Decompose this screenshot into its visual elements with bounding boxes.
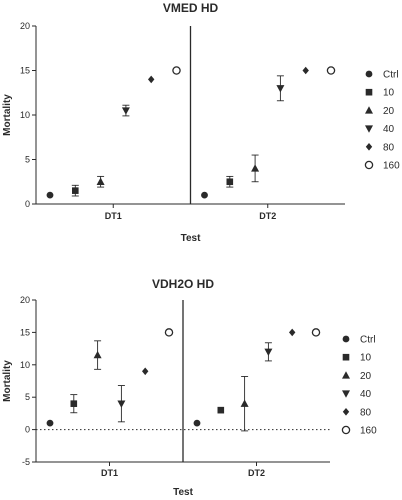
x-axis-label: Test <box>173 487 193 498</box>
legend-label-20: 20 <box>383 106 395 117</box>
data-point-160-dt1 <box>164 328 174 337</box>
data-point-10-dt2 <box>217 406 225 414</box>
data-point-40-dt2 <box>276 85 285 93</box>
legend-marker-160 <box>341 425 351 435</box>
data-point-80-dt2 <box>289 328 296 337</box>
data-point-ctrl-dt2 <box>201 191 208 199</box>
chart-title: VDH2O HD <box>152 277 214 291</box>
y-tick-label: 0 <box>25 199 30 209</box>
y-tick-label: 10 <box>20 360 30 370</box>
legend-label-10: 10 <box>383 88 395 99</box>
legend-label-80: 80 <box>383 142 395 153</box>
legend-marker-80 <box>365 143 373 151</box>
data-point-ctrl-dt1 <box>46 419 54 427</box>
legend-label-80: 80 <box>360 407 372 418</box>
data-point-160-dt1 <box>172 66 181 75</box>
chart-panel-vdh2o-hd: VDH2O HD -5 0 5 10 15 20 Mortality DT1 DT2 Test Ctr… <box>2 277 377 498</box>
legend-label-160: 160 <box>360 426 377 437</box>
data-point-80-dt2 <box>302 66 309 75</box>
data-point-10-dt1 <box>70 400 78 407</box>
legend-marker-10 <box>365 88 373 96</box>
data-point-80-dt1 <box>148 75 155 84</box>
data-point-20-dt2 <box>240 399 249 407</box>
legend-marker-160 <box>364 160 374 170</box>
chart-title: VMED HD <box>163 1 219 15</box>
legend-label-10: 10 <box>360 353 372 364</box>
legend-label-ctrl: Ctrl <box>360 335 376 346</box>
data-point-40-dt1 <box>121 107 130 115</box>
data-point-160-dt2 <box>326 66 336 75</box>
y-tick-label: 5 <box>25 155 30 165</box>
y-tick-label: 10 <box>20 110 30 120</box>
legend-marker-80 <box>342 408 350 416</box>
y-tick-label: 20 <box>20 21 30 31</box>
data-point-ctrl-dt2 <box>193 419 201 427</box>
data-point-20-dt2 <box>251 164 260 172</box>
y-tick-label: -5 <box>22 457 30 467</box>
legend-label-160: 160 <box>383 161 400 172</box>
legend-marker-ctrl <box>342 335 350 343</box>
data-point-20-dt1 <box>93 350 102 359</box>
y-tick-label: 20 <box>20 295 30 305</box>
y-axis-label: Mortality <box>2 94 13 136</box>
y-axis-label: Mortality <box>2 360 13 402</box>
y-tick-label: 15 <box>20 327 30 337</box>
x-tick-label-dt2: DT2 <box>259 211 276 221</box>
legend-label-20: 20 <box>360 371 372 382</box>
legend-marker-20 <box>365 106 373 114</box>
data-point-40-dt2 <box>264 348 273 357</box>
legend-marker-10 <box>342 353 350 361</box>
data-point-ctrl-dt1 <box>46 191 54 199</box>
data-point-160-dt2 <box>311 328 321 337</box>
data-point-40-dt1 <box>117 400 126 408</box>
y-tick-label: 5 <box>25 392 30 402</box>
data-point-20-dt1 <box>96 177 105 185</box>
y-tick-label: 0 <box>25 425 30 435</box>
x-tick-label-dt1: DT1 <box>105 211 122 221</box>
legend-marker-40 <box>365 125 373 133</box>
legend-marker-40 <box>342 390 350 398</box>
y-tick-label: 15 <box>20 66 30 76</box>
legend-label-40: 40 <box>383 124 395 135</box>
legend-label-ctrl: Ctrl <box>383 70 399 81</box>
x-tick-label-dt2: DT2 <box>248 468 265 478</box>
data-point-10-dt2 <box>226 178 234 186</box>
x-axis-label: Test <box>181 233 201 244</box>
chart-panel-vmed-hd: VMED HD 0 5 10 15 20 Mortality DT1 DT2 Test Ctrl 10… <box>2 1 400 244</box>
data-point-10-dt1 <box>72 187 79 194</box>
legend-label-40: 40 <box>360 389 372 400</box>
legend-marker-ctrl <box>365 70 373 78</box>
legend-marker-20 <box>342 371 350 379</box>
x-tick-label-dt1: DT1 <box>101 468 118 478</box>
data-point-80-dt1 <box>142 367 149 376</box>
